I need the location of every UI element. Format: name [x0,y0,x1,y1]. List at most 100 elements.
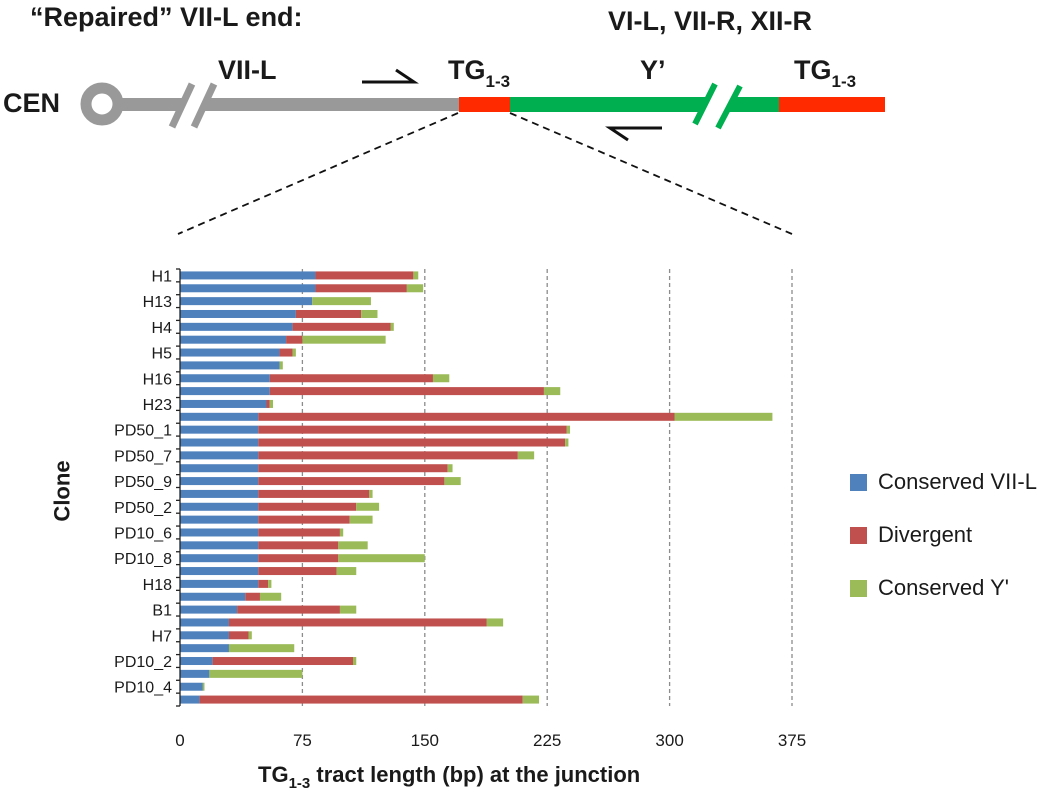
chromosome-arm [118,98,460,111]
bar-segment-conserved-yprime [543,387,561,396]
clone-label: H18 [143,577,172,594]
bar-segment-conserved-viil [180,592,246,601]
bar-segment-conserved-viil [180,631,229,640]
bar-segment-divergent [279,348,293,357]
clone-label: PD10_6 [114,525,172,542]
bar-segment-conserved-yprime [268,579,272,588]
bar-segment-conserved-viil [180,438,259,447]
bar-segment-divergent [258,438,566,447]
bar-segment-conserved-viil [180,502,259,511]
bar-segment-divergent [258,464,448,473]
bar-segment-conserved-viil [180,464,259,473]
bar-segment-conserved-yprime [336,567,357,576]
bar-segment-divergent [315,271,414,280]
clone-label: PD50_7 [114,448,172,465]
tg-left-label: TG1-3 [448,55,510,91]
bar-segment-divergent [258,528,340,537]
clone-label: PD10_2 [114,654,172,671]
bar-segment-conserved-yprime [339,605,357,614]
y-prime-element [510,97,780,112]
bar-segment-conserved-viil [180,489,259,498]
x-axis-title-sub: 1-3 [288,775,311,792]
x-tick-label: 0 [175,731,184,750]
bar-segment-conserved-yprime [361,309,378,318]
clone-label: H1 [152,268,173,285]
bar-segment-divergent [258,425,567,434]
clone-label: H4 [152,320,173,337]
clone-label: PD10_4 [114,680,172,697]
bar-segment-conserved-yprime [248,631,252,640]
clone-label: H7 [152,628,173,645]
bar-segment-conserved-viil [180,515,259,524]
bar-segment-divergent [269,374,433,383]
tg-tract-left [459,97,510,112]
bar-segment-divergent [258,451,518,460]
bar-segment-divergent [266,399,270,408]
bar-segment-conserved-viil [180,618,229,627]
tg-right-sub: 1-3 [831,72,857,91]
bar-segment-conserved-yprime [522,695,540,704]
bar-segment-conserved-yprime [413,271,419,280]
zoom-line-left [177,112,459,235]
bar-segment-divergent [258,567,337,576]
bar-segment-conserved-viil [180,451,259,460]
bar-segment-divergent [258,579,269,588]
bar-segment-divergent [315,284,407,293]
bar-segment-divergent [245,592,260,601]
bar-segment-divergent [258,477,445,486]
legend-swatch-conserved-viil [850,474,867,491]
x-tick-label: 225 [533,731,561,750]
chromosome-schematic [80,68,885,235]
bar-segment-divergent [258,554,339,563]
bar-segment-conserved-viil [180,657,213,666]
bar-segment-conserved-yprime [312,297,371,306]
bar-segment-divergent [258,515,350,524]
clone-label: H16 [143,371,172,388]
bar-segment-conserved-viil [180,374,270,383]
bar-segment-conserved-yprime [517,451,535,460]
bar-segment-conserved-yprime [228,644,295,653]
bar-segment-divergent [258,541,339,550]
bar-segment-conserved-viil [180,322,293,331]
tg-right-base: TG [794,55,832,85]
bar-segment-divergent [258,412,675,421]
bar-segment-divergent [228,618,487,627]
bar-segment-conserved-viil [180,309,296,318]
bar-segment-conserved-yprime [356,502,380,511]
bar-segment-conserved-yprime [339,528,344,537]
legend-swatch-divergent [850,527,867,544]
bar-segment-conserved-viil [180,399,267,408]
bar-segment-divergent [286,335,303,344]
bar-segment-conserved-viil [180,554,259,563]
y-axis-title: Clone [49,460,75,522]
tg-right-label: TG1-3 [794,55,856,91]
x-tick-label: 375 [778,731,806,750]
x-axis-title-base: TG [258,762,289,787]
break-gap-left [175,82,213,128]
bar-segment-divergent [258,502,357,511]
y-prime-label: Y’ [640,55,666,85]
bar-segment-conserved-viil [180,335,287,344]
bar-segment-conserved-viil [180,348,280,357]
bar-segment-conserved-yprime [209,669,303,678]
bar-segment-conserved-yprime [486,618,504,627]
plot-area: H1 H13 H4 H5 H16 H23 PD50_1 PD50_7 PD50_9 PD50_2 P… [114,268,806,750]
bar-segment-conserved-viil [180,541,259,550]
break-mark-right-1 [692,82,718,126]
bar-segment-conserved-yprime [338,554,425,563]
bar-segment-conserved-viil [180,695,200,704]
viil-label: VII-L [218,55,277,85]
bar-segment-conserved-yprime [302,335,386,344]
bar-segment-divergent [269,387,544,396]
bar-segment-conserved-viil [180,567,259,576]
bar-segment-conserved-viil [180,297,313,306]
bar-segment-conserved-yprime [259,592,282,601]
clone-label: B1 [152,603,172,620]
bar-segment-conserved-yprime [338,541,368,550]
bar-segment-conserved-yprime [369,489,373,498]
bar-segment-conserved-yprime [349,515,373,524]
break-mark-left-2 [190,82,218,129]
tg-left-base: TG [448,55,486,85]
x-tick-label: 75 [293,731,312,750]
bar-segment-conserved-yprime [447,464,453,473]
